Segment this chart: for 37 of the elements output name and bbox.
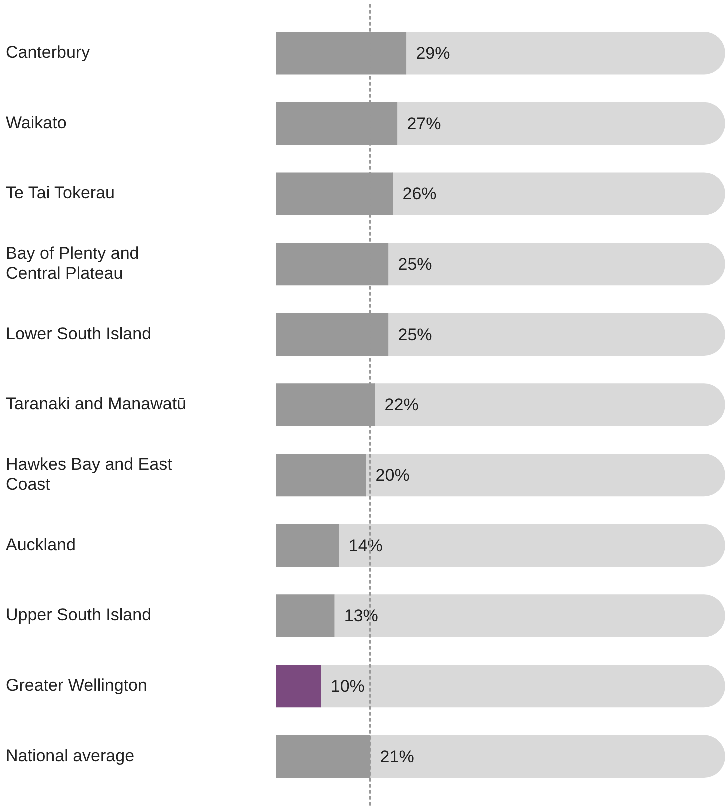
bar [388, 243, 725, 286]
bar [276, 454, 366, 497]
data-label: 21% [380, 747, 414, 766]
bar [388, 313, 725, 356]
data-label: 26% [402, 184, 437, 204]
data-label: 27% [407, 114, 442, 134]
y-tick-label: Taranaki and Manawatū [6, 394, 187, 414]
y-tick-label: Te Tai Tokerau [6, 184, 115, 203]
bar [276, 594, 335, 638]
bar [338, 524, 725, 567]
y-tick-label: Lower South Island [6, 324, 152, 344]
bar [334, 594, 725, 638]
bar [374, 384, 725, 426]
y-tick-label: National average [6, 746, 135, 766]
bar [276, 664, 322, 708]
data-label: 25% [398, 255, 432, 274]
y-tick-label: Auckland [6, 535, 76, 554]
data-label: 13% [344, 606, 378, 626]
data-label: 25% [398, 325, 432, 344]
bar [276, 524, 340, 567]
data-label: 20% [376, 466, 410, 486]
y-tick-label: Upper South Island [6, 606, 152, 625]
y-tick-label: Bay of Plenty and Central Plateau [6, 244, 140, 284]
bar [392, 172, 725, 216]
data-label: 10% [330, 676, 365, 696]
data-label: 22% [384, 396, 419, 415]
bar [320, 664, 725, 708]
bar [370, 735, 725, 778]
y-tick-label: Greater Wellington [6, 676, 148, 695]
bar [396, 102, 725, 146]
y-tick-label: Hawkes Bay and East Coast [6, 454, 173, 494]
y-tick-label: Canterbury [6, 43, 91, 62]
bar [406, 32, 725, 75]
data-label: 29% [416, 44, 450, 64]
y-tick-label: Waikato [6, 113, 67, 132]
data-label: 14% [348, 536, 383, 556]
bar [365, 454, 725, 497]
